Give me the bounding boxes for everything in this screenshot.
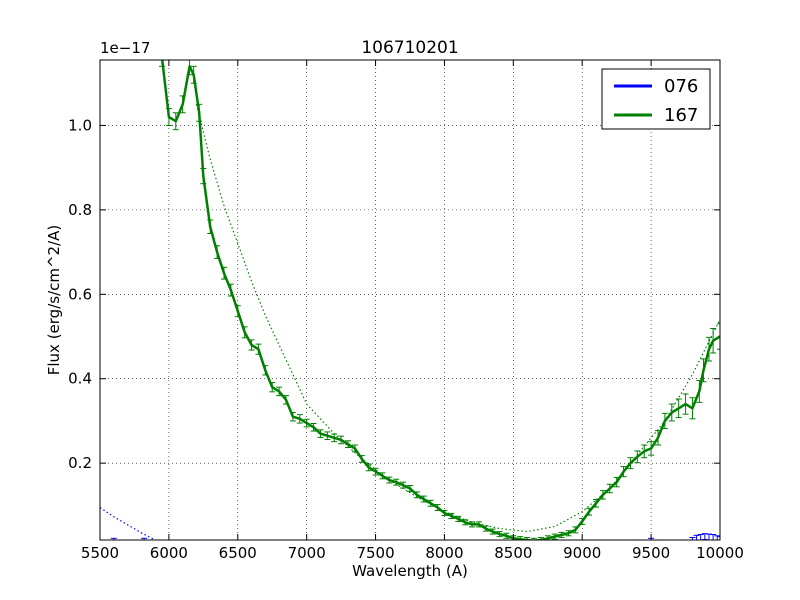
x-tick-label: 6500: [219, 544, 257, 562]
error-bar-076: [141, 537, 148, 540]
error-bar-167: [531, 537, 537, 540]
y-offset-label: 1e−17: [100, 39, 150, 57]
series-layer: [100, 60, 720, 540]
error-bar-167: [524, 536, 531, 540]
series-167: [159, 60, 720, 540]
error-bar-076: [693, 534, 700, 540]
error-bar-076: [135, 539, 142, 540]
legend-label-167: 167: [664, 105, 698, 126]
x-tick-label: 7000: [288, 544, 326, 562]
error-bar-076: [110, 537, 117, 540]
y-tick-label: 0.8: [68, 201, 92, 219]
legend-box: [601, 68, 711, 130]
x-tick-label: 5500: [81, 544, 119, 562]
plot-background: [100, 60, 720, 540]
fit-line-076: [100, 507, 157, 540]
x-tick-label: 7500: [356, 544, 394, 562]
chart-title: 106710201: [361, 38, 458, 58]
x-axis-label: Wavelength (A): [352, 562, 468, 580]
plot-frame: [99, 59, 721, 541]
y-tick-label: 0.4: [68, 370, 92, 388]
x-tick-label: 9500: [632, 544, 670, 562]
y-tick-label: 1.0: [68, 116, 92, 134]
series-line-167: [160, 60, 720, 540]
error-bar-167: [717, 323, 720, 350]
error-bar-076: [710, 534, 717, 540]
error-bar-076: [717, 536, 720, 540]
x-tick-label: 10000: [696, 544, 744, 562]
error-bar-167: [537, 536, 544, 540]
x-tick-label: 9000: [563, 544, 601, 562]
legend: 076 167: [601, 68, 711, 130]
y-tick-label: 0.6: [68, 285, 92, 303]
x-tick-label: 8000: [425, 544, 463, 562]
y-axis-label: Flux (erg/s/cm^2/A): [45, 225, 63, 376]
error-bar-076: [697, 534, 704, 540]
legend-label-076: 076: [664, 76, 698, 97]
x-tick-label: 6000: [150, 544, 188, 562]
x-tick-label: 8500: [494, 544, 532, 562]
ticks: 5500 6000 6500 7000 7500 8000 8500 9000 9500 1000…: [68, 60, 744, 562]
error-bar-076: [689, 536, 696, 540]
y-tick-label: 0.2: [68, 454, 92, 472]
